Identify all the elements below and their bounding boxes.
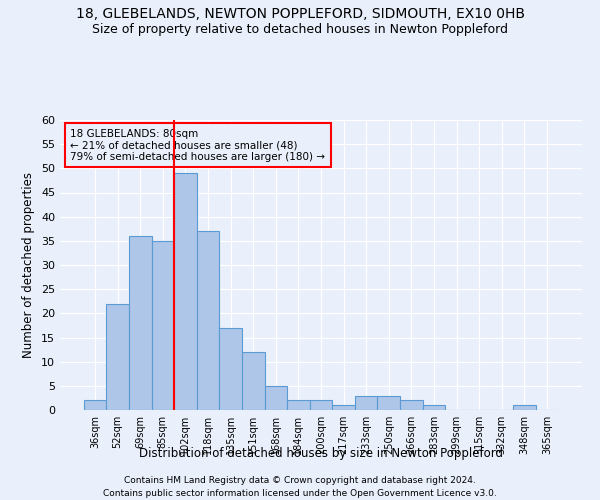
- Bar: [242, 352, 265, 410]
- Text: Contains public sector information licensed under the Open Government Licence v3: Contains public sector information licen…: [103, 489, 497, 498]
- Bar: [84, 400, 106, 410]
- Text: Size of property relative to detached houses in Newton Poppleford: Size of property relative to detached ho…: [92, 22, 508, 36]
- Text: 18, GLEBELANDS, NEWTON POPPLEFORD, SIDMOUTH, EX10 0HB: 18, GLEBELANDS, NEWTON POPPLEFORD, SIDMO…: [76, 8, 524, 22]
- Y-axis label: Number of detached properties: Number of detached properties: [22, 172, 35, 358]
- Bar: [422, 405, 445, 410]
- Bar: [129, 236, 152, 410]
- Bar: [174, 173, 197, 410]
- Bar: [377, 396, 400, 410]
- Bar: [287, 400, 310, 410]
- Text: Contains HM Land Registry data © Crown copyright and database right 2024.: Contains HM Land Registry data © Crown c…: [124, 476, 476, 485]
- Bar: [332, 405, 355, 410]
- Bar: [106, 304, 129, 410]
- Bar: [265, 386, 287, 410]
- Text: 18 GLEBELANDS: 80sqm
← 21% of detached houses are smaller (48)
79% of semi-detac: 18 GLEBELANDS: 80sqm ← 21% of detached h…: [70, 128, 325, 162]
- Bar: [152, 241, 174, 410]
- Text: Distribution of detached houses by size in Newton Poppleford: Distribution of detached houses by size …: [139, 448, 503, 460]
- Bar: [355, 396, 377, 410]
- Bar: [197, 231, 220, 410]
- Bar: [513, 405, 536, 410]
- Bar: [400, 400, 422, 410]
- Bar: [220, 328, 242, 410]
- Bar: [310, 400, 332, 410]
